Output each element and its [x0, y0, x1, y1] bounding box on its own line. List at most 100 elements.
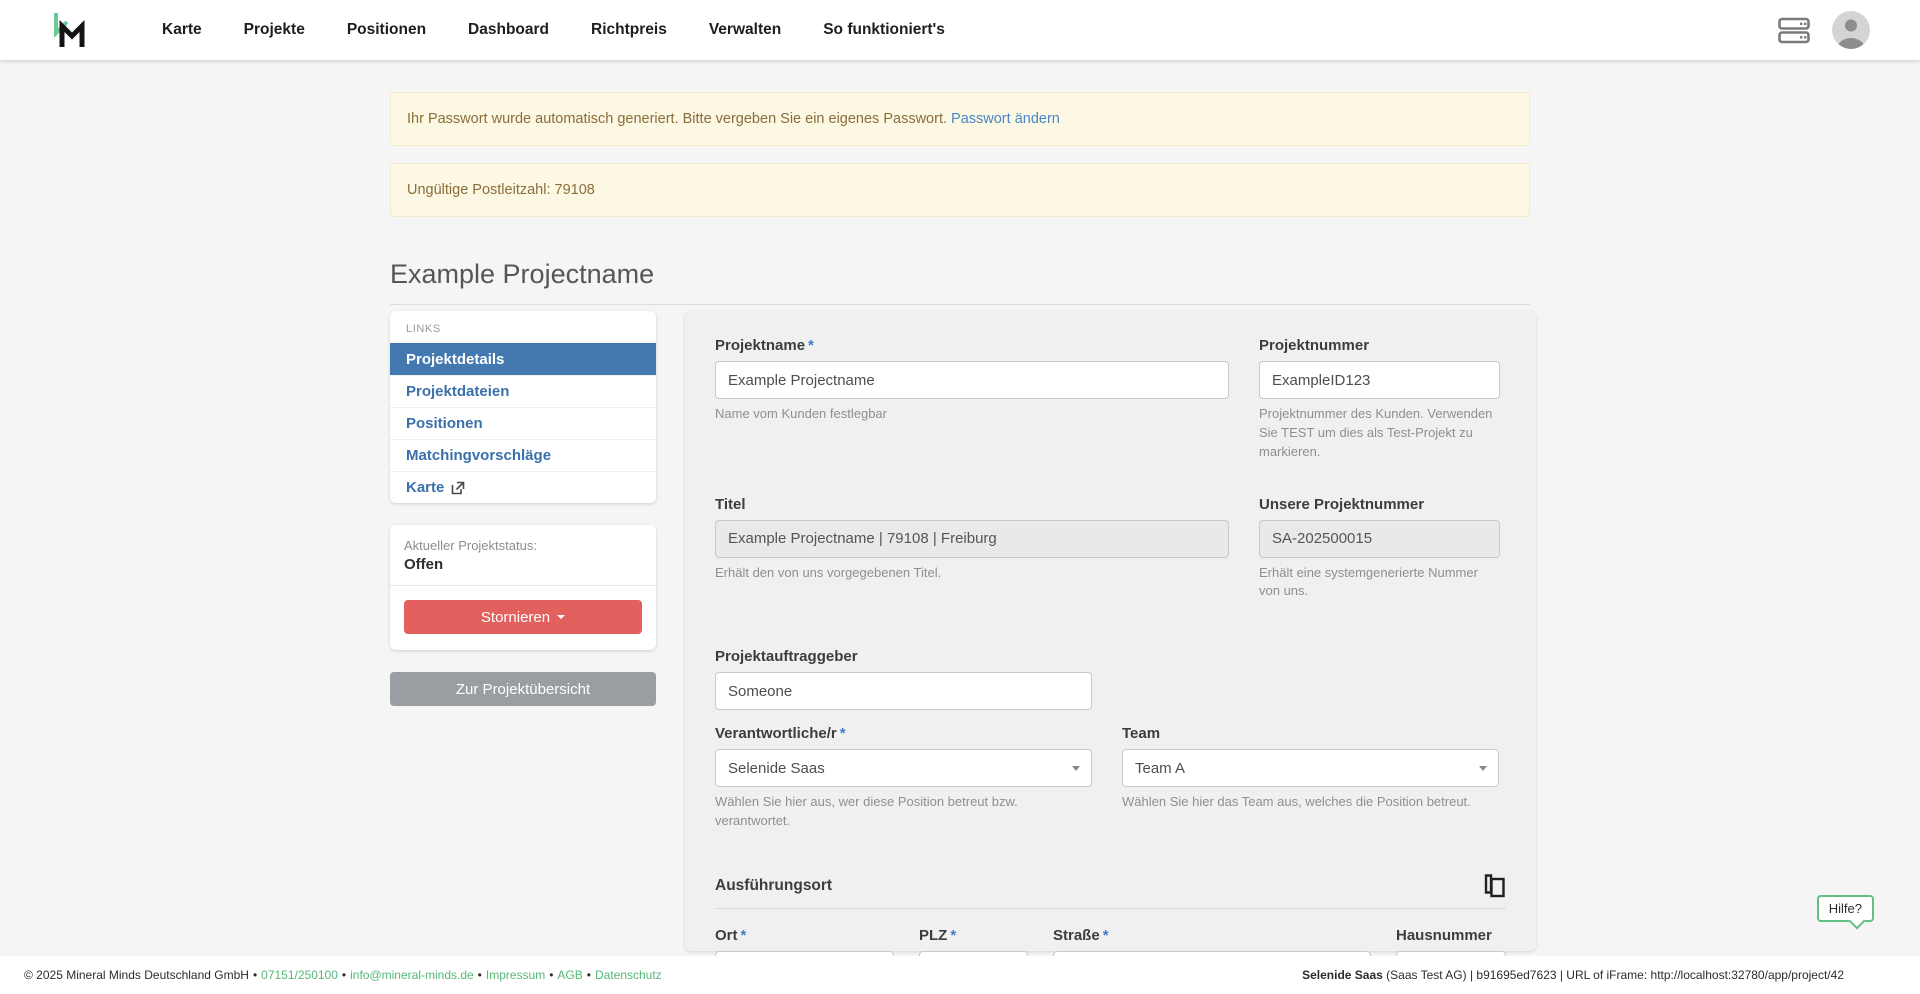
strasse-input[interactable]: [1053, 950, 1371, 956]
copy-address-button[interactable]: [1484, 874, 1506, 898]
hausnummer-label: Hausnummer: [1396, 926, 1492, 944]
footer-separator: •: [252, 968, 258, 982]
sidebar-item-label: Projektdetails: [406, 351, 505, 368]
project-overview-button[interactable]: Zur Projektübersicht: [390, 672, 656, 706]
mineral-minds-logo-icon: [54, 13, 85, 47]
required-asterisk: *: [1102, 926, 1109, 944]
nav-item-positionen[interactable]: Positionen: [346, 21, 427, 38]
email-link[interactable]: info@mineral-minds.de: [350, 968, 474, 982]
titel-input: [715, 519, 1229, 558]
status-value: Offen: [404, 556, 444, 573]
sidebar-item-projektdateien[interactable]: Projektdateien: [390, 375, 656, 407]
required-asterisk: *: [950, 926, 957, 944]
project-sidebar: LINKS Projektdetails Projektdateien Posi…: [390, 311, 656, 706]
page-body: Ihr Passwort wurde automatisch generiert…: [0, 60, 1920, 956]
status-label: Aktueller Projektstatus:: [404, 538, 537, 553]
cancel-project-button[interactable]: Stornieren: [404, 600, 642, 634]
plz-input[interactable]: [919, 950, 1028, 956]
external-link-icon: [452, 481, 465, 494]
hausnummer-input[interactable]: [1396, 950, 1506, 956]
nav-item-karte[interactable]: Karte: [162, 21, 202, 38]
main-nav: Karte Projekte Positionen Dashboard Rich…: [162, 21, 945, 39]
projektnummer-label: Projektnummer: [1259, 337, 1370, 354]
footer-separator: •: [586, 968, 591, 982]
projektauftraggeber-input[interactable]: [715, 672, 1092, 711]
verantwortliche-label: Verantwortliche/r *: [715, 725, 846, 743]
section-divider: [715, 907, 1506, 909]
chevron-down-icon: [1072, 766, 1080, 772]
verantwortliche-select[interactable]: Selenide Saas: [715, 749, 1092, 788]
verantwortliche-helper: Wählen Sie hier aus, wer diese Position …: [715, 794, 1018, 829]
change-password-link[interactable]: Passwort ändern: [951, 111, 1060, 127]
footer-separator: •: [549, 968, 554, 982]
sidebar-item-projektdetails[interactable]: Projektdetails: [390, 343, 656, 375]
sidebar-item-label: Positionen: [406, 415, 483, 432]
ort-label: Ort *: [715, 926, 747, 944]
cancel-project-label: Stornieren: [480, 608, 551, 626]
password-warning-banner: Ihr Passwort wurde automatisch generiert…: [390, 92, 1530, 146]
chevron-down-icon: [557, 615, 566, 619]
session-user: Selenide Saas: [1302, 968, 1383, 982]
required-asterisk: *: [839, 725, 846, 743]
nav-item-so-funktionierts[interactable]: So funktioniert's: [823, 21, 945, 38]
titel-helper: Erhält den von uns vorgegebenen Titel.: [715, 564, 942, 580]
server-icon: [1778, 17, 1810, 43]
unsere-projektnummer-label: Unsere Projektnummer: [1259, 495, 1425, 513]
unsere-projektnummer-input: [1259, 519, 1500, 558]
nav-item-richtpreis[interactable]: Richtpreis: [591, 21, 667, 38]
server-switch-icon[interactable]: [1778, 17, 1810, 44]
sidebar-item-karte[interactable]: Karte: [390, 471, 656, 503]
project-details-form: Projektname* Name vom Kunden festlegbar …: [685, 311, 1536, 956]
sidebar-item-label: Projektdateien: [406, 383, 510, 400]
invalid-zip-banner: Ungültige Postleitzahl: 79108: [390, 163, 1530, 217]
team-selected-value: Team A: [1135, 759, 1186, 777]
session-details: (Saas Test AG) | b91695ed7623 | URL of i…: [1382, 968, 1844, 982]
copy-icon: [1484, 874, 1505, 898]
person-icon: [1837, 19, 1865, 49]
datenschutz-link[interactable]: Datenschutz: [594, 968, 662, 982]
ausfuehrungsort-heading: Ausführungsort: [715, 876, 833, 894]
chevron-down-icon: [1479, 766, 1487, 772]
nav-item-dashboard[interactable]: Dashboard: [468, 21, 550, 38]
verantwortliche-selected-value: Selenide Saas: [728, 759, 825, 777]
plz-label: PLZ *: [919, 926, 957, 944]
required-asterisk: *: [740, 926, 747, 944]
projektname-helper: Name vom Kunden festlegbar: [715, 406, 887, 421]
footer-separator: •: [477, 968, 482, 982]
projektnummer-input[interactable]: [1259, 361, 1500, 399]
nav-item-projekte[interactable]: Projekte: [243, 21, 305, 38]
sidebar-item-label: Matchingvorschläge: [406, 447, 552, 464]
password-warning-text: Ihr Passwort wurde automatisch generiert…: [407, 111, 947, 127]
links-card-header: LINKS: [406, 323, 441, 335]
projektname-label: Projektname *: [715, 337, 814, 354]
projektauftraggeber-label: Projektauftraggeber: [715, 648, 858, 666]
status-card: Aktueller Projektstatus: Offen Storniere…: [390, 525, 656, 650]
help-button[interactable]: Hilfe?: [1816, 895, 1874, 922]
ort-input[interactable]: [715, 950, 894, 956]
team-select[interactable]: Team A: [1122, 749, 1499, 788]
agb-link[interactable]: AGB: [557, 968, 583, 982]
impressum-link[interactable]: Impressum: [485, 968, 546, 982]
required-asterisk: *: [808, 337, 814, 354]
projektname-input[interactable]: [715, 361, 1229, 399]
projektnummer-helper: Projektnummer des Kunden. Verwenden Sie …: [1259, 406, 1493, 459]
page-title: Example Projectname: [390, 259, 1530, 305]
top-navbar: Karte Projekte Positionen Dashboard Rich…: [0, 0, 1920, 60]
status-divider: [390, 585, 656, 586]
titel-label: Titel: [715, 495, 746, 513]
copyright-text: © 2025 Mineral Minds Deutschland GmbH: [24, 968, 249, 982]
sidebar-item-label: Karte: [406, 479, 445, 496]
sidebar-item-positionen[interactable]: Positionen: [390, 407, 656, 439]
sidebar-item-matchingvorschlaege[interactable]: Matchingvorschläge: [390, 439, 656, 471]
unsere-projektnummer-helper: Erhält eine systemgenerierte Nummer von …: [1259, 564, 1478, 599]
session-info: Selenide Saas (Saas Test AG) | b91695ed7…: [1302, 968, 1844, 982]
team-helper: Wählen Sie hier das Team aus, welches di…: [1122, 794, 1471, 810]
nav-item-verwalten[interactable]: Verwalten: [708, 21, 782, 38]
phone-link[interactable]: 07151/250100: [261, 968, 338, 982]
links-card: LINKS Projektdetails Projektdateien Posi…: [390, 311, 656, 503]
user-avatar[interactable]: [1832, 11, 1870, 49]
footer-separator: •: [341, 968, 347, 982]
brand-logo[interactable]: [50, 8, 90, 52]
page-footer: © 2025 Mineral Minds Deutschland GmbH • …: [0, 956, 1920, 994]
team-label: Team: [1122, 725, 1161, 743]
